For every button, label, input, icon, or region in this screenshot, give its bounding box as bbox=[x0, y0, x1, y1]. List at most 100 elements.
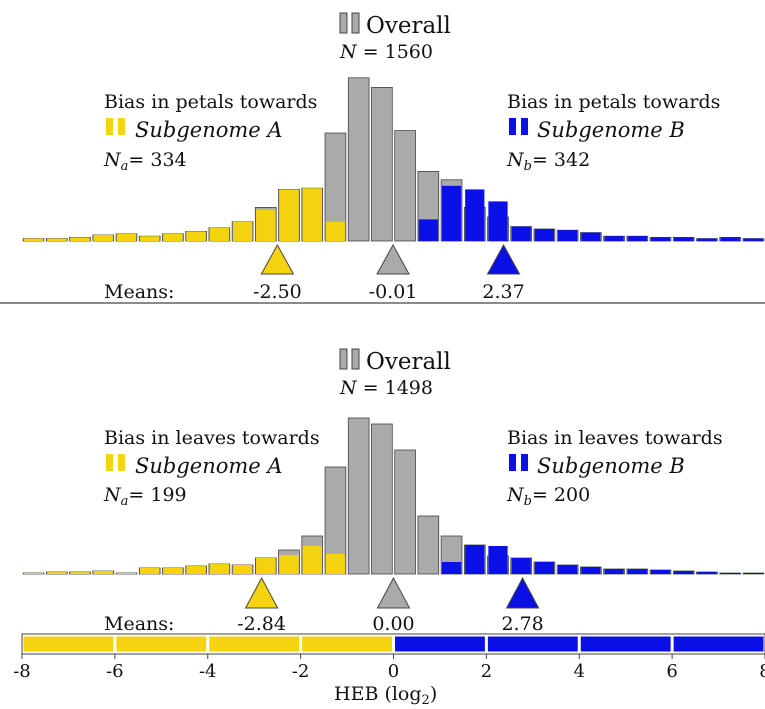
x-tick-label: -2 bbox=[292, 661, 310, 682]
overall-n-value: 1498 bbox=[385, 377, 433, 399]
legend-swatch-icon bbox=[118, 118, 125, 135]
bar-subgenome-b bbox=[558, 230, 578, 241]
overall-n: N = 1498 bbox=[339, 377, 433, 399]
bar-subgenome-a bbox=[47, 572, 67, 574]
bar-subgenome-a bbox=[256, 558, 276, 574]
bar-subgenome-a bbox=[256, 209, 276, 241]
triangle-marker-icon bbox=[376, 576, 411, 609]
overall-n-value: 1560 bbox=[385, 41, 433, 63]
bar-subgenome-b bbox=[558, 565, 578, 574]
panel-petals-means: -2.50 -0.01 2.37 bbox=[253, 243, 525, 303]
bar-subgenome-a bbox=[140, 568, 160, 574]
x-tick-label: 0 bbox=[388, 661, 399, 682]
panel-petals-bars bbox=[22, 77, 765, 242]
bar-subgenome-b bbox=[674, 237, 694, 241]
subgenome-b-label: Subgenome B bbox=[537, 454, 685, 478]
bias-b-text: Bias in leaves towards bbox=[507, 427, 723, 449]
bar-overall bbox=[394, 130, 416, 242]
panel-petals: Overall N = 1560 Bias in petals towards … bbox=[0, 12, 765, 304]
triangle-marker-icon bbox=[260, 243, 295, 275]
mean-value-label: -2.84 bbox=[237, 613, 286, 635]
color-bar-segment bbox=[487, 636, 578, 652]
triangle-marker-icon bbox=[505, 576, 540, 609]
mean-value-label: 0.00 bbox=[372, 613, 414, 635]
x-tick-label: -6 bbox=[106, 661, 124, 682]
mean-value-label: 2.37 bbox=[482, 281, 524, 303]
x-tick-label: 2 bbox=[481, 661, 492, 682]
nb-count: Nb= 200 bbox=[506, 484, 590, 509]
means-label: Means: bbox=[104, 281, 174, 303]
bar-subgenome-a bbox=[163, 233, 183, 241]
x-tick-label: 8 bbox=[759, 661, 765, 682]
triangle-marker-icon bbox=[376, 243, 410, 275]
axis-color-bar bbox=[23, 636, 764, 652]
bar-subgenome-b bbox=[441, 562, 462, 574]
color-bar-segment bbox=[116, 636, 207, 652]
bar-subgenome-b bbox=[650, 237, 671, 241]
bar-overall bbox=[347, 77, 370, 242]
mean-value-label: -2.50 bbox=[253, 281, 302, 303]
legend-swatch-icon bbox=[521, 454, 528, 471]
bar-overall bbox=[371, 423, 393, 575]
na-count: Na= 199 bbox=[103, 484, 187, 509]
bar-subgenome-b bbox=[488, 546, 508, 574]
bar-subgenome-a bbox=[70, 237, 90, 241]
bar-subgenome-b bbox=[720, 237, 740, 241]
bar-subgenome-b bbox=[627, 236, 647, 241]
subgenome-a-legend: Bias in petals towards Subgenome A Na= 3… bbox=[103, 91, 317, 174]
bar-overall bbox=[417, 515, 440, 575]
legend-swatch-icon bbox=[106, 454, 113, 471]
overall-n: N = 1560 bbox=[339, 41, 433, 63]
x-axis: -8 -6 -4 -2 0 2 4 6 8 HEB (log2) bbox=[13, 633, 765, 708]
bar-subgenome-a bbox=[93, 235, 113, 241]
subgenome-b-legend: Bias in petals towards Subgenome B Nb= 3… bbox=[506, 91, 720, 174]
bar-subgenome-b bbox=[743, 573, 763, 574]
bar-overall bbox=[371, 87, 393, 242]
bar-subgenome-b bbox=[441, 185, 462, 241]
bar-subgenome-a bbox=[186, 566, 206, 574]
triangle-marker-icon bbox=[244, 576, 279, 609]
bar-subgenome-b bbox=[581, 232, 601, 241]
x-tick-label: 6 bbox=[666, 661, 677, 682]
bar-subgenome-a bbox=[279, 189, 299, 241]
bar-subgenome-b bbox=[488, 201, 508, 241]
bar-subgenome-b bbox=[720, 573, 740, 574]
panel-leaves-bars bbox=[22, 417, 765, 575]
mean-value-label: -0.01 bbox=[369, 281, 418, 303]
color-bar-segment bbox=[23, 636, 114, 652]
overall-legend: Overall N = 1560 bbox=[339, 12, 451, 63]
color-bar-segment bbox=[209, 636, 300, 652]
overall-legend: Overall N = 1498 bbox=[339, 348, 451, 399]
overall-label: Overall bbox=[366, 349, 451, 375]
legend-swatch-icon bbox=[339, 12, 348, 34]
overall-n-prefix: N = bbox=[339, 41, 385, 63]
overall-label: Overall bbox=[366, 13, 451, 39]
bias-b-text: Bias in petals towards bbox=[507, 91, 720, 113]
bar-subgenome-a bbox=[116, 233, 137, 241]
triangle-marker-icon bbox=[486, 243, 521, 275]
color-bar-segment bbox=[580, 636, 671, 652]
x-tick-label: 4 bbox=[574, 661, 585, 682]
bar-subgenome-a bbox=[209, 564, 229, 574]
legend-swatch-icon bbox=[118, 454, 125, 471]
color-bar-segment bbox=[673, 636, 764, 652]
overall-n-prefix: N = bbox=[339, 377, 385, 399]
nb-count: Nb= 342 bbox=[506, 149, 590, 174]
legend-swatch-icon bbox=[339, 348, 348, 370]
bar-subgenome-a bbox=[325, 221, 346, 241]
bias-a-text: Bias in petals towards bbox=[104, 91, 317, 113]
bias-a-text: Bias in leaves towards bbox=[104, 427, 320, 449]
bar-overall bbox=[394, 449, 416, 575]
bar-subgenome-a bbox=[186, 231, 206, 241]
bar-subgenome-b bbox=[650, 570, 671, 574]
bar-subgenome-a bbox=[24, 573, 44, 574]
legend-swatch-icon bbox=[351, 348, 360, 370]
panel-leaves-means: -2.84 0.00 2.78 bbox=[237, 576, 544, 635]
bar-subgenome-b bbox=[604, 569, 624, 574]
bar-subgenome-b bbox=[465, 545, 485, 574]
means-label: Means: bbox=[104, 613, 174, 635]
color-bar-segment bbox=[395, 636, 485, 652]
legend-swatch-icon bbox=[106, 118, 113, 135]
bar-subgenome-b bbox=[697, 572, 717, 574]
